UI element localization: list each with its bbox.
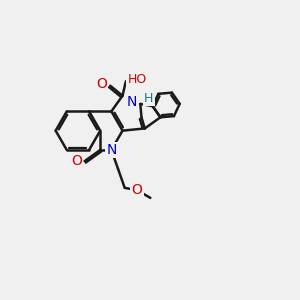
Text: HO: HO: [127, 73, 147, 86]
Text: O: O: [71, 154, 82, 168]
Text: N: N: [127, 95, 137, 110]
Text: O: O: [96, 77, 107, 91]
Text: O: O: [132, 183, 142, 197]
Text: H: H: [144, 92, 153, 105]
Text: N: N: [106, 143, 116, 157]
